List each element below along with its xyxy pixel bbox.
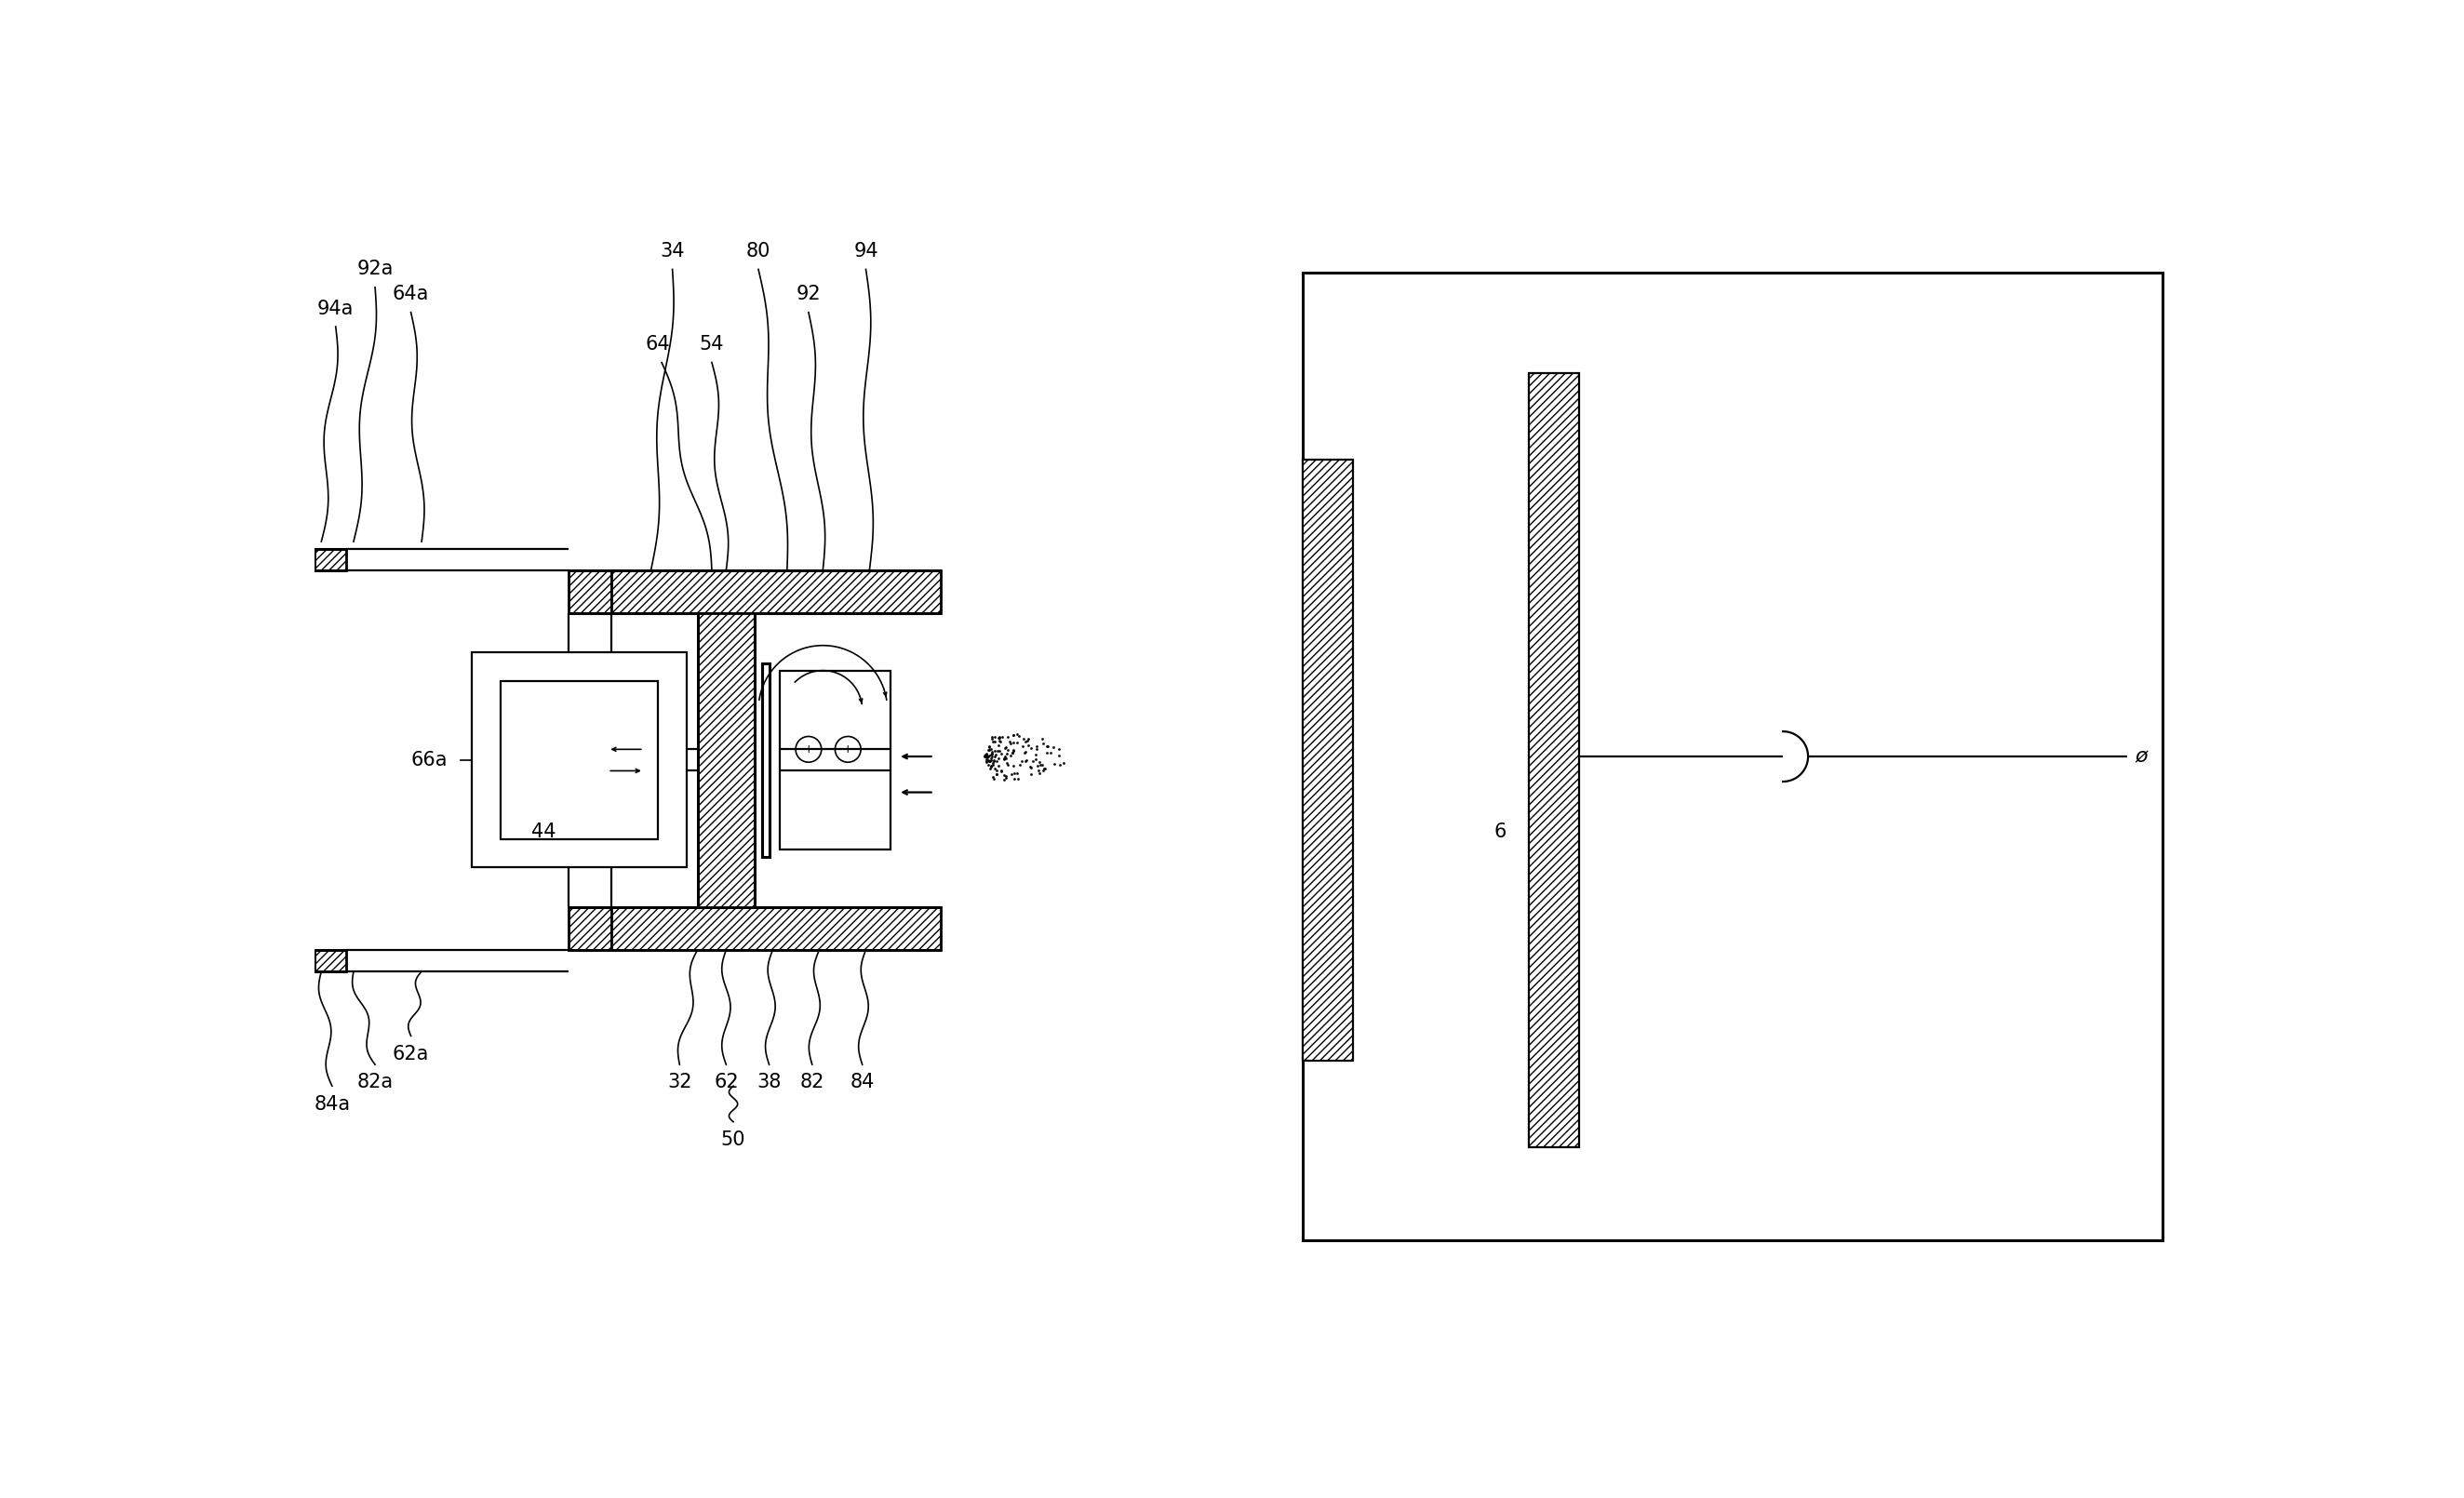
Text: 84a: 84a <box>313 1095 350 1113</box>
Text: 62: 62 <box>715 1073 739 1092</box>
Bar <box>1303 273 2163 1240</box>
Bar <box>569 906 611 950</box>
Text: 92: 92 <box>796 285 821 304</box>
Text: 66a: 66a <box>411 750 446 770</box>
Text: ø: ø <box>2134 748 2149 765</box>
Text: 64a: 64a <box>392 285 429 304</box>
Text: 54: 54 <box>700 336 724 354</box>
Text: 32: 32 <box>668 1073 692 1092</box>
Bar <box>781 671 892 849</box>
Bar <box>761 664 769 857</box>
Text: 94a: 94a <box>318 300 355 318</box>
Bar <box>500 682 658 839</box>
Text: 44: 44 <box>532 822 557 840</box>
Text: 84: 84 <box>850 1073 875 1092</box>
Text: 6: 6 <box>1493 822 1506 840</box>
Text: 38: 38 <box>756 1073 781 1092</box>
Bar <box>1528 373 1579 1147</box>
Text: +: + <box>843 743 853 755</box>
Bar <box>471 653 687 867</box>
Bar <box>697 613 754 906</box>
Text: 82a: 82a <box>357 1073 394 1092</box>
Bar <box>1303 460 1353 1061</box>
Bar <box>611 906 941 950</box>
Bar <box>315 950 347 971</box>
Bar <box>611 571 941 613</box>
Text: 62a: 62a <box>392 1044 429 1064</box>
Text: 82: 82 <box>801 1073 825 1092</box>
Text: 34: 34 <box>660 243 685 261</box>
Bar <box>569 571 611 613</box>
Text: 92a: 92a <box>357 261 394 279</box>
Text: 50: 50 <box>722 1131 747 1149</box>
Text: 64: 64 <box>646 336 670 354</box>
Text: 94: 94 <box>853 243 877 261</box>
Text: 80: 80 <box>747 243 771 261</box>
Bar <box>315 548 347 571</box>
Text: +: + <box>803 743 813 755</box>
